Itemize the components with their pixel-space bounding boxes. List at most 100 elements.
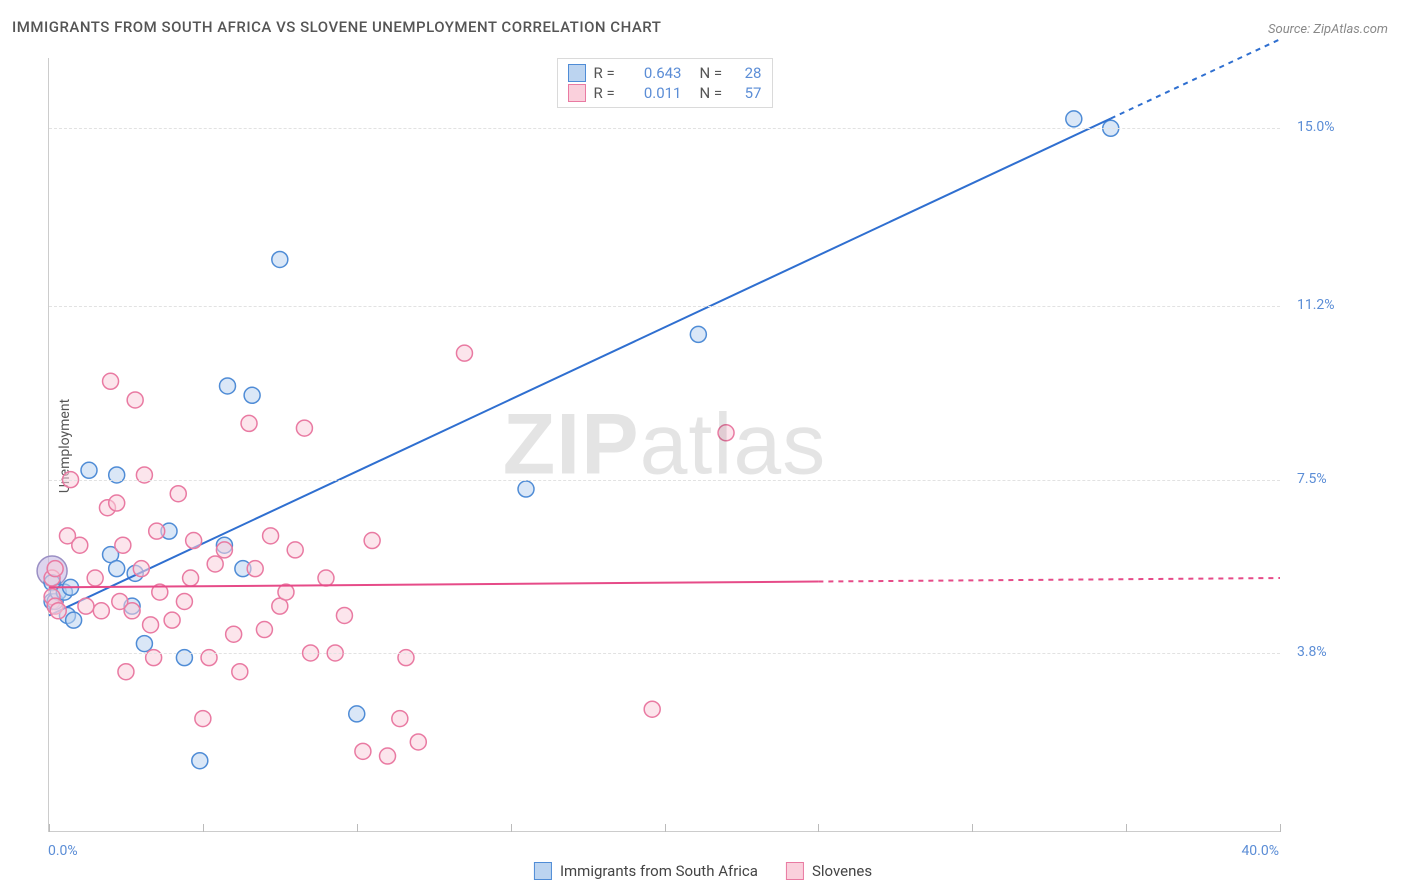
n-value: 28 xyxy=(738,64,762,82)
scatter-svg xyxy=(49,58,1280,831)
data-point-immigrants xyxy=(66,612,82,628)
data-point-slovenes xyxy=(164,612,180,628)
x-axis-min-label: 0.0% xyxy=(48,843,78,859)
data-point-immigrants xyxy=(272,251,288,267)
data-point-slovenes xyxy=(50,603,66,619)
gridline xyxy=(49,480,1280,481)
plot-area: R =0.643N =28R =0.011N =57 ZIPatlas xyxy=(48,58,1280,832)
data-point-immigrants xyxy=(219,378,235,394)
legend-bottom-item-slovenes: Slovenes xyxy=(786,862,872,880)
data-point-slovenes xyxy=(336,607,352,623)
trendline-dashed-immigrants xyxy=(1111,39,1280,118)
x-tick-mark xyxy=(511,824,512,832)
legend-bottom-item-immigrants: Immigrants from South Africa xyxy=(534,862,758,880)
legend-label: Slovenes xyxy=(812,862,872,880)
data-point-slovenes xyxy=(256,622,272,638)
gridline xyxy=(49,306,1280,307)
x-tick-mark xyxy=(972,824,973,832)
data-point-slovenes xyxy=(644,701,660,717)
data-point-slovenes xyxy=(296,420,312,436)
y-tick-label: 7.5% xyxy=(1297,471,1327,487)
data-point-immigrants xyxy=(109,561,125,577)
n-label: N = xyxy=(700,64,730,82)
data-point-slovenes xyxy=(247,561,263,577)
r-value: 0.011 xyxy=(632,84,682,102)
data-point-slovenes xyxy=(355,743,371,759)
legend-swatch-immigrants xyxy=(568,64,586,82)
data-point-immigrants xyxy=(192,753,208,769)
y-tick-label: 15.0% xyxy=(1297,119,1335,135)
data-point-immigrants xyxy=(1066,111,1082,127)
n-label: N = xyxy=(700,84,730,102)
source-attribution: Source: ZipAtlas.com xyxy=(1268,22,1388,37)
gridline xyxy=(49,128,1280,129)
data-point-slovenes xyxy=(78,598,94,614)
data-point-slovenes xyxy=(133,561,149,577)
data-point-slovenes xyxy=(287,542,303,558)
chart-title: IMMIGRANTS FROM SOUTH AFRICA VS SLOVENE … xyxy=(12,18,661,36)
x-tick-mark xyxy=(357,824,358,832)
data-point-immigrants xyxy=(518,481,534,497)
data-point-slovenes xyxy=(127,392,143,408)
data-point-slovenes xyxy=(170,486,186,502)
data-point-slovenes xyxy=(207,556,223,572)
legend-swatch-immigrants xyxy=(534,862,552,880)
data-point-slovenes xyxy=(118,664,134,680)
data-point-slovenes xyxy=(456,345,472,361)
trendline-slovenes xyxy=(49,582,818,588)
trendline-dashed-slovenes xyxy=(818,578,1280,582)
gridline xyxy=(49,653,1280,654)
data-point-immigrants xyxy=(81,462,97,478)
data-point-immigrants xyxy=(136,636,152,652)
data-point-slovenes xyxy=(226,626,242,642)
y-tick-label: 3.8% xyxy=(1297,644,1327,660)
data-point-immigrants xyxy=(244,387,260,403)
data-point-slovenes xyxy=(176,593,192,609)
legend-top-row-immigrants: R = 0.643 N = 28 xyxy=(568,63,762,83)
data-point-slovenes xyxy=(232,664,248,680)
data-point-slovenes xyxy=(195,711,211,727)
x-tick-mark xyxy=(665,824,666,832)
trendline-immigrants xyxy=(49,118,1111,615)
r-value: 0.643 xyxy=(632,64,682,82)
data-point-slovenes xyxy=(718,425,734,441)
data-point-slovenes xyxy=(186,533,202,549)
r-label: R = xyxy=(594,84,624,102)
data-point-slovenes xyxy=(216,542,232,558)
data-point-slovenes xyxy=(318,570,334,586)
x-tick-mark xyxy=(1280,824,1281,832)
data-point-slovenes xyxy=(392,711,408,727)
data-point-slovenes xyxy=(380,748,396,764)
data-point-slovenes xyxy=(143,617,159,633)
data-point-immigrants xyxy=(349,706,365,722)
data-point-slovenes xyxy=(149,523,165,539)
x-tick-mark xyxy=(818,824,819,832)
data-point-slovenes xyxy=(241,415,257,431)
data-point-slovenes xyxy=(115,537,131,553)
legend-correlation: R = 0.643 N = 28 R = 0.011 N = 57 xyxy=(557,58,773,108)
data-point-slovenes xyxy=(87,570,103,586)
x-tick-mark xyxy=(49,824,50,832)
legend-label: Immigrants from South Africa xyxy=(560,862,758,880)
data-point-slovenes xyxy=(93,603,109,619)
data-point-slovenes xyxy=(364,533,380,549)
legend-top-row-slovenes: R = 0.011 N = 57 xyxy=(568,83,762,103)
r-label: R = xyxy=(594,64,624,82)
legend-series: Immigrants from South Africa Slovenes xyxy=(534,862,872,880)
x-axis-max-label: 40.0% xyxy=(1241,843,1279,859)
data-point-slovenes xyxy=(124,603,140,619)
data-point-immigrants xyxy=(690,326,706,342)
data-point-slovenes xyxy=(109,495,125,511)
legend-swatch-slovenes xyxy=(786,862,804,880)
data-point-slovenes xyxy=(410,734,426,750)
data-point-slovenes xyxy=(183,570,199,586)
data-point-slovenes xyxy=(263,528,279,544)
x-tick-mark xyxy=(1126,824,1127,832)
data-point-slovenes xyxy=(47,561,63,577)
data-point-slovenes xyxy=(103,373,119,389)
data-point-slovenes xyxy=(72,537,88,553)
n-value: 57 xyxy=(738,84,762,102)
x-tick-mark xyxy=(203,824,204,832)
y-tick-label: 11.2% xyxy=(1297,297,1335,313)
legend-swatch-slovenes xyxy=(568,84,586,102)
